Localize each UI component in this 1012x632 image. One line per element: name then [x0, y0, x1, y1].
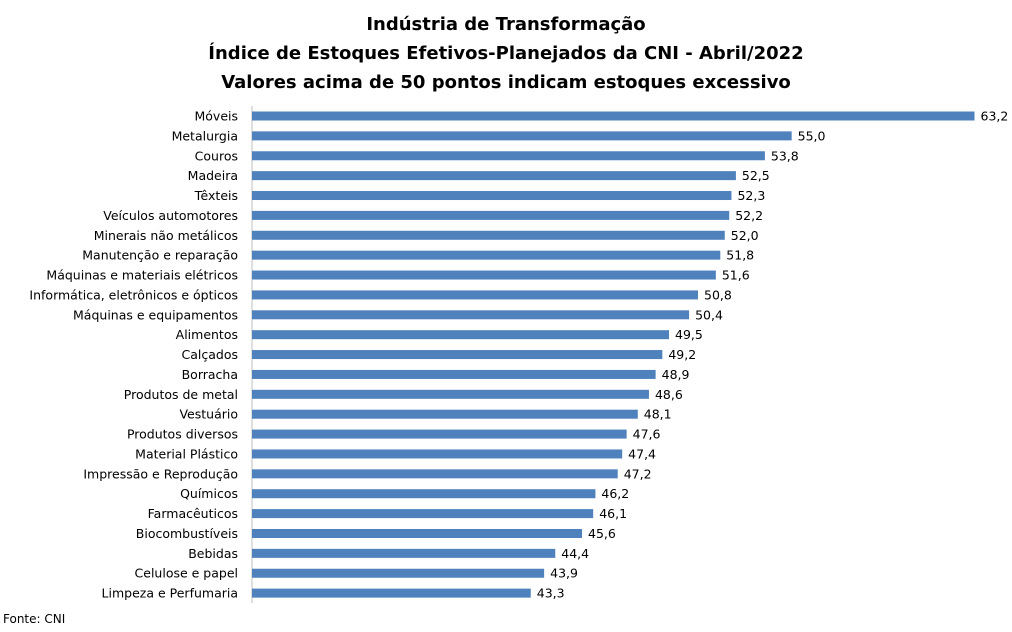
chart-title-line-2: Índice de Estoques Efetivos-Planejados d…: [208, 43, 804, 64]
category-label: Couros: [195, 148, 238, 163]
category-label: Calçados: [182, 347, 239, 362]
bar: [252, 171, 736, 181]
category-label: Farmacêuticos: [148, 506, 238, 521]
bar: [252, 270, 716, 280]
bar: [252, 568, 545, 578]
bar: [252, 131, 792, 141]
bar: [252, 528, 583, 538]
category-labels: Móveis Metalurgia Couros Madeira Têxteis Veíc…: [29, 109, 238, 601]
value-labels: 63,2 55,0 53,852,5 52,3 52,2 52,0 51,8 51,6 50,8…: [537, 109, 1009, 601]
value-label: 63,2: [981, 109, 1009, 124]
category-label: Têxteis: [194, 188, 238, 203]
value-label: 51,8: [726, 248, 754, 263]
value-label: 47,6: [633, 427, 661, 442]
category-label: Produtos de metal: [124, 387, 238, 402]
category-label: Vestuário: [179, 407, 238, 422]
value-label: 52,3: [737, 188, 765, 203]
value-label: 43,3: [537, 586, 565, 601]
category-label: Máquinas e materiais elétricos: [46, 268, 238, 283]
bar: [252, 449, 623, 459]
chart-title: Indústria de Transformação Índice de Est…: [0, 10, 1012, 97]
category-label: Material Plástico: [135, 446, 238, 461]
value-label: 49,2: [668, 347, 696, 362]
category-label: Limpeza e Perfumaria: [102, 586, 238, 601]
bar: [252, 369, 656, 379]
bars: [252, 111, 975, 598]
value-label: 46,2: [601, 486, 629, 501]
bar: [252, 389, 649, 399]
category-label: Bebidas: [188, 546, 238, 561]
bar: [252, 210, 730, 220]
category-label: Borracha: [182, 367, 238, 382]
value-label: 49,5: [675, 327, 703, 342]
category-label: Minerais não metálicos: [94, 228, 238, 243]
value-label: 55,0: [798, 128, 826, 143]
bar: [252, 509, 594, 519]
bar: [252, 548, 556, 558]
category-label: Biocombustíveis: [136, 526, 238, 541]
value-label: 44,4: [561, 546, 589, 561]
chart-title-line-3: Valores acima de 50 pontos indicam estoq…: [221, 72, 791, 93]
value-label: 50,8: [704, 287, 732, 302]
bar: [252, 469, 618, 479]
category-label: Produtos diversos: [127, 427, 238, 442]
category-label: Metalurgia: [172, 128, 238, 143]
category-label: Veículos automotores: [103, 208, 238, 223]
category-label: Impressão e Reprodução: [83, 466, 238, 481]
value-label: 48,1: [644, 407, 672, 422]
bar: [252, 588, 531, 598]
bar: [252, 330, 670, 340]
value-label: 48,6: [655, 387, 683, 402]
bar: [252, 151, 765, 161]
value-label: 52,5: [742, 168, 770, 183]
value-label: 52,0: [731, 228, 759, 243]
value-label: 53,8: [771, 148, 799, 163]
value-label: 48,9: [662, 367, 690, 382]
category-label: Informática, eletrônicos e ópticos: [29, 287, 238, 302]
value-label: 46,1: [599, 506, 627, 521]
category-label: Máquinas e equipamentos: [73, 307, 238, 322]
bar: [252, 230, 725, 240]
category-label: Químicos: [180, 486, 238, 501]
bar: [252, 191, 732, 201]
bar: [252, 409, 638, 419]
category-label: Móveis: [194, 109, 238, 124]
category-label: Celulose e papel: [135, 566, 238, 581]
value-label: 52,2: [735, 208, 763, 223]
bar: [252, 310, 690, 320]
bar: [252, 429, 627, 439]
chart-title-line-1: Indústria de Transformação: [366, 14, 646, 35]
bar: [252, 250, 721, 260]
bar: [252, 489, 596, 499]
value-label: 45,6: [588, 526, 616, 541]
bar: [252, 290, 698, 300]
category-label: Alimentos: [176, 327, 238, 342]
bar: [252, 111, 975, 121]
value-label: 47,2: [624, 466, 652, 481]
value-label: 47,4: [628, 446, 656, 461]
category-label: Manutenção e reparação: [82, 248, 238, 263]
value-label: 51,6: [722, 268, 750, 283]
category-label: Madeira: [188, 168, 238, 183]
bar: [252, 350, 663, 360]
value-label: 50,4: [695, 307, 723, 322]
source-note: Fonte: CNI: [3, 612, 66, 626]
value-label: 43,9: [550, 566, 578, 581]
